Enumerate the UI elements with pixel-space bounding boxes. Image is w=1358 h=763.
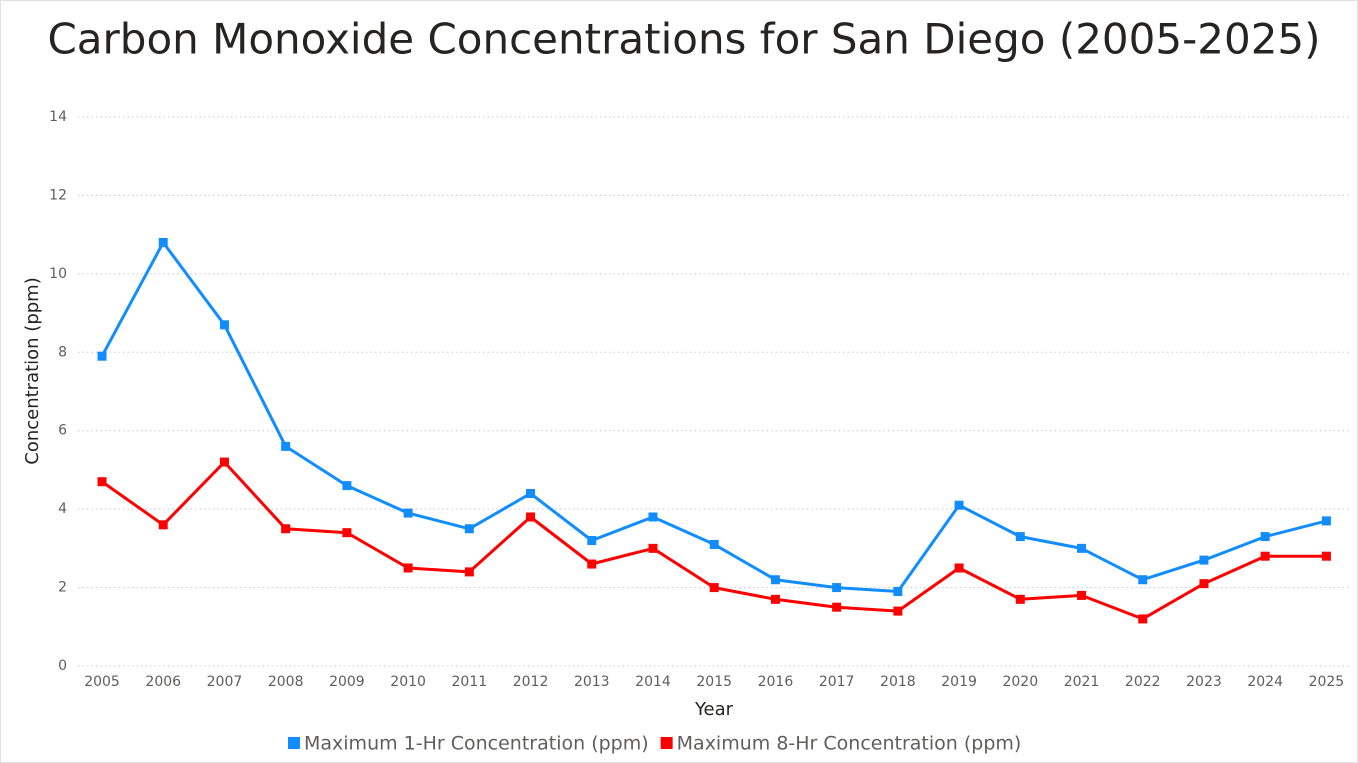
x-tick-label: 2006 <box>145 674 181 690</box>
x-tick-label: 2015 <box>696 674 732 690</box>
legend-label: Maximum 1-Hr Concentration (ppm) <box>304 733 649 755</box>
x-tick-label: 2009 <box>329 674 365 690</box>
data-point <box>770 575 780 585</box>
data-point <box>587 559 597 569</box>
y-tick-label: 6 <box>58 423 67 439</box>
x-tick-label: 2017 <box>819 674 855 690</box>
data-point <box>97 477 107 487</box>
legend-swatch <box>660 737 673 749</box>
data-point <box>403 508 413 518</box>
series-line <box>100 241 1327 593</box>
data-point <box>954 500 964 510</box>
data-point <box>526 488 536 498</box>
data-point <box>1321 551 1331 561</box>
data-point <box>1015 594 1025 604</box>
data-point <box>1199 579 1209 589</box>
x-tick-label: 2019 <box>941 674 977 690</box>
data-point <box>1321 516 1331 526</box>
data-point <box>709 583 719 593</box>
y-tick-label: 4 <box>58 501 67 517</box>
data-point <box>219 457 229 467</box>
y-tick-label: 0 <box>58 658 67 674</box>
data-point <box>1077 590 1087 600</box>
data-point <box>403 563 413 573</box>
data-point <box>281 441 291 451</box>
data-point <box>464 524 474 534</box>
data-point <box>1077 543 1087 553</box>
data-point <box>219 320 229 330</box>
x-tick-label: 2010 <box>390 674 426 690</box>
data-point <box>342 528 352 538</box>
data-point <box>832 602 842 612</box>
x-tick-label: 2021 <box>1064 674 1100 690</box>
x-tick-label: 2022 <box>1125 674 1161 690</box>
x-tick-label: 2008 <box>268 674 304 690</box>
x-tick-label: 2013 <box>574 674 610 690</box>
data-point <box>954 563 964 573</box>
data-point <box>342 481 352 491</box>
data-point <box>1199 555 1209 565</box>
y-axis-label: Concentration (ppm) <box>22 277 43 465</box>
data-point <box>1138 614 1148 624</box>
data-point <box>1260 532 1270 542</box>
data-point <box>1138 575 1148 585</box>
data-point <box>1260 551 1270 561</box>
x-tick-label: 2011 <box>452 674 488 690</box>
data-point <box>281 524 291 534</box>
y-tick-label: 12 <box>49 187 67 203</box>
data-point <box>709 539 719 549</box>
data-point <box>648 512 658 522</box>
x-axis-label: Year <box>694 699 734 720</box>
data-point <box>648 543 658 553</box>
y-tick-label: 8 <box>58 344 67 360</box>
y-tick-label: 10 <box>49 266 67 282</box>
x-tick-label: 2018 <box>880 674 916 690</box>
legend-swatch <box>288 737 300 749</box>
x-tick-label: 2023 <box>1186 674 1222 690</box>
y-tick-label: 14 <box>49 109 67 125</box>
x-tick-label: 2016 <box>758 674 794 690</box>
x-tick-label: 2007 <box>207 674 243 690</box>
legend-label: Maximum 8-Hr Concentration (ppm) <box>677 733 1022 755</box>
x-tick-label: 2005 <box>84 674 120 690</box>
x-tick-label: 2024 <box>1247 674 1283 690</box>
x-tick-label: 2025 <box>1309 674 1345 690</box>
data-point <box>832 583 842 593</box>
data-point <box>97 351 107 361</box>
data-point <box>770 594 780 604</box>
data-point <box>464 567 474 577</box>
x-tick-label: 2020 <box>1002 674 1038 690</box>
chart-title: Carbon Monoxide Concentrations for San D… <box>47 15 1320 64</box>
x-tick-label: 2012 <box>513 674 549 690</box>
y-tick-label: 2 <box>58 580 67 596</box>
x-tick-label: 2014 <box>635 674 671 690</box>
data-point <box>1015 532 1025 542</box>
data-point <box>893 586 903 596</box>
data-point <box>587 536 597 546</box>
data-point <box>893 606 903 616</box>
data-point <box>526 512 536 522</box>
data-point <box>158 237 168 247</box>
data-point <box>158 520 168 530</box>
